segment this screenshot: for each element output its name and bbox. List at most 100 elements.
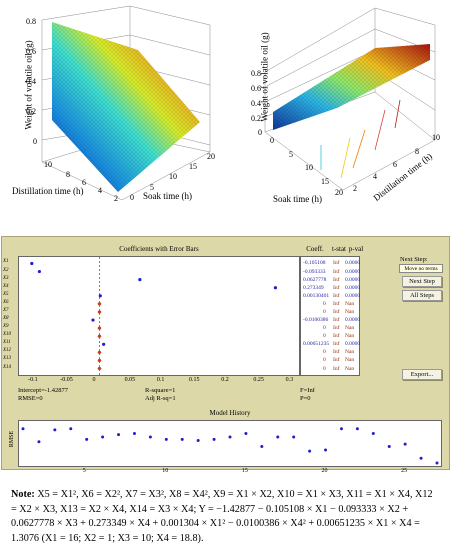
adj-rsq-text: Adj R-sq=1 (145, 395, 176, 402)
y-tick: 10 (169, 172, 177, 181)
history-point (228, 435, 232, 439)
z-tick: 0.2 (251, 114, 261, 123)
next-step-button[interactable]: Next Step (402, 276, 442, 287)
coeff-cell[interactable]: 0 (323, 325, 326, 332)
pval-cell[interactable]: 0.0000 (345, 276, 361, 283)
coeff-column-header: Coeff. (306, 245, 324, 253)
coefficient-row-label: X8 (3, 316, 9, 322)
y-tick: 2 (353, 184, 357, 193)
coeff-cell[interactable]: -0.0100386 (303, 317, 329, 324)
pval-cell[interactable]: Nan (345, 308, 355, 315)
history-point (21, 427, 25, 431)
coeff-cell[interactable]: 0 (323, 357, 326, 364)
coefficient-x-tick: 0.05 (124, 377, 136, 383)
surface-plot-left: Weight of volatile oil (g) 0.8 0.6 0.4 0… (0, 0, 225, 222)
x-tick: 0 (270, 136, 274, 145)
coeff-cell[interactable]: -0.093333 (303, 268, 326, 275)
coefficient-row-label: X11 (3, 340, 11, 346)
tstat-cell[interactable]: Inf (333, 341, 340, 348)
coefficient-point (30, 261, 34, 266)
coefficient-row-label: X9 (3, 324, 9, 330)
coefficient-row-label: X14 (3, 364, 12, 370)
history-point (148, 435, 152, 439)
coeff-cell[interactable]: 0.00651235 (303, 341, 330, 348)
history-x-tick: 10 (162, 468, 169, 474)
history-point (324, 448, 328, 452)
coeff-cell[interactable]: 0.0627778 (303, 276, 327, 283)
history-point (339, 427, 343, 431)
model-history-title: Model History (209, 409, 251, 417)
all-steps-button[interactable]: All Steps (402, 290, 442, 301)
history-point (69, 427, 73, 431)
coeff-cell[interactable]: 0 (323, 333, 326, 340)
coeff-cell[interactable]: -0.105108 (303, 260, 326, 267)
y-tick: 5 (150, 183, 154, 192)
tstat-cell[interactable]: Inf (333, 365, 340, 372)
tstat-cell[interactable]: Inf (333, 284, 340, 291)
tstat-cell[interactable]: Inf (333, 268, 340, 275)
note-prefix: Note: (11, 489, 35, 500)
x-tick: 10 (305, 163, 313, 172)
export-button[interactable]: Export... (402, 369, 442, 380)
tstat-cell[interactable]: Inf (333, 357, 340, 364)
x-axis-label-right: Soak time (h) (273, 194, 322, 204)
coeff-cell[interactable]: 0 (323, 308, 326, 315)
coefficient-x-tick: 0.15 (189, 377, 200, 383)
coefficient-row-label: X3 (3, 275, 9, 281)
coeff-cell[interactable]: 0 (323, 349, 326, 356)
tstat-cell[interactable]: Inf (333, 317, 340, 324)
history-point (308, 449, 312, 453)
pval-cell[interactable]: 0.0000 (345, 260, 361, 267)
tstat-column-header: t-stat (332, 245, 346, 253)
history-point (260, 444, 264, 448)
coefficient-x-tick: -0.05 (60, 377, 73, 383)
pval-cell[interactable]: 0.0000 (345, 268, 361, 275)
coefficient-row-label: X5 (3, 291, 9, 297)
pval-cell[interactable]: 0.0000 (345, 317, 361, 324)
coefficient-point (98, 294, 102, 298)
tstat-cell[interactable]: Inf (333, 325, 340, 332)
history-point (355, 427, 359, 431)
tstat-cell[interactable]: Inf (333, 300, 340, 307)
coeff-cell[interactable]: 0.00130401 (303, 292, 330, 299)
rmse-text: RMSE=0 (18, 395, 43, 402)
coeff-cell[interactable]: 0 (323, 300, 326, 307)
pval-cell[interactable]: 0.0000 (345, 284, 361, 291)
coeff-cell[interactable]: 0 (323, 365, 326, 372)
coeff-cell[interactable]: 0.273349 (303, 284, 324, 291)
coefficient-point (273, 286, 278, 290)
x-tick: 8 (66, 170, 70, 179)
tstat-cell[interactable]: Inf (333, 276, 340, 283)
p-value-text: P=0 (300, 395, 311, 402)
history-point (212, 437, 216, 441)
history-point (101, 435, 105, 439)
x-axis-label-left: Distillation time (h) (12, 186, 84, 196)
pval-cell[interactable]: Nan (345, 365, 355, 372)
history-point (276, 435, 280, 439)
pval-cell[interactable]: Nan (345, 325, 355, 332)
tstat-cell[interactable]: Inf (333, 260, 340, 267)
y-tick: 8 (415, 147, 419, 156)
pval-cell[interactable]: 0.0000 (345, 341, 361, 348)
surface-plot-right-svg (264, 7, 436, 191)
pval-cell[interactable]: Nan (345, 300, 355, 307)
y-tick: 20 (207, 152, 215, 161)
history-point (196, 439, 200, 443)
z-tick: 0.4 (26, 77, 36, 86)
pval-cell[interactable]: Nan (345, 349, 355, 356)
history-x-tick: 25 (401, 468, 408, 474)
tstat-cell[interactable]: Inf (333, 333, 340, 340)
pval-cell[interactable]: Nan (345, 357, 355, 364)
tstat-cell[interactable]: Inf (333, 292, 340, 299)
coefficient-row-label: X1 (3, 259, 9, 265)
history-x-tick: 20 (321, 468, 328, 474)
coefficients-title: Coefficients with Error Bars (119, 245, 199, 253)
tstat-cell[interactable]: Inf (333, 308, 340, 315)
history-point (85, 437, 89, 441)
tstat-cell[interactable]: Inf (333, 349, 340, 356)
pval-cell[interactable]: 0.0000 (345, 292, 361, 299)
coefficient-plot (18, 256, 300, 376)
x-tick: 20 (335, 188, 343, 197)
y-tick: 15 (189, 162, 197, 171)
pval-cell[interactable]: Nan (345, 333, 355, 340)
